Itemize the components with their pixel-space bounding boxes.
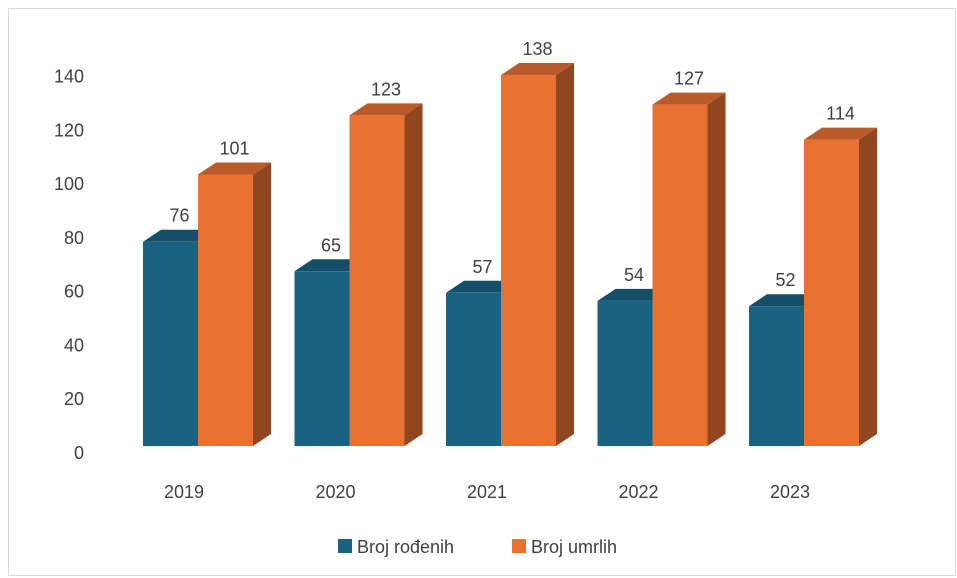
bar-died-2019	[198, 162, 271, 446]
data-label-born-2023: 52	[775, 270, 795, 290]
data-label-born-2021: 57	[472, 257, 492, 277]
x-tick-label: 2022	[618, 482, 658, 502]
data-label-died-2023: 114	[826, 104, 855, 124]
bar-died-2021	[501, 63, 574, 446]
legend-label: Broj umrlih	[531, 537, 617, 557]
data-label-born-2022: 54	[624, 265, 644, 285]
x-axis: 2019 2020 2021 2022 2023	[164, 482, 810, 502]
y-tick-label: 100	[54, 174, 84, 194]
y-tick-label: 120	[54, 120, 84, 140]
data-label-born-2020: 65	[321, 235, 341, 255]
data-labels: 76 101 65 123 57 138 54 127 52 114	[169, 39, 854, 290]
data-label-died-2022: 127	[674, 69, 704, 89]
x-tick-label: 2019	[164, 482, 204, 502]
legend-label: Broj rođenih	[357, 537, 454, 557]
y-tick-label: 0	[74, 443, 84, 463]
bar-died-2022	[652, 92, 726, 447]
legend-item-died: Broj umrlih	[512, 537, 617, 557]
bar-died-2023	[804, 127, 877, 447]
x-tick-label: 2020	[315, 482, 355, 502]
x-tick-label: 2023	[770, 482, 810, 502]
data-label-died-2019: 101	[219, 139, 249, 159]
data-label-died-2021: 138	[522, 39, 552, 59]
y-tick-label: 140	[54, 67, 84, 87]
y-axis: 0 20 40 60 80 100 120 140	[54, 67, 84, 463]
data-label-born-2019: 76	[169, 206, 189, 226]
y-tick-label: 60	[64, 282, 84, 302]
data-label-died-2020: 123	[371, 79, 401, 99]
legend-swatch	[512, 539, 526, 553]
y-tick-label: 20	[64, 389, 84, 409]
bars	[143, 63, 877, 447]
legend-swatch	[338, 539, 352, 553]
bar-died-2020	[349, 103, 423, 446]
legend-item-born: Broj rođenih	[338, 537, 454, 557]
x-tick-label: 2021	[467, 482, 507, 502]
y-tick-label: 40	[64, 335, 84, 355]
legend: Broj rođenih Broj umrlih	[338, 537, 617, 557]
y-tick-label: 80	[64, 228, 84, 248]
